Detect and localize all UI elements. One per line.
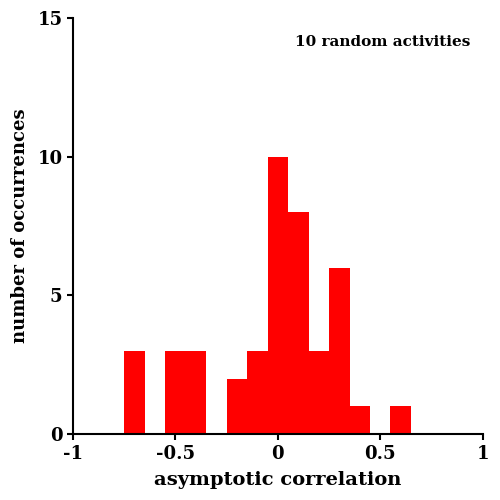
Bar xyxy=(165,351,186,434)
Bar xyxy=(247,351,268,434)
Bar xyxy=(124,351,144,434)
Bar xyxy=(329,268,349,434)
Bar xyxy=(288,212,308,434)
Y-axis label: number of occurrences: number of occurrences xyxy=(11,109,29,344)
Bar xyxy=(390,406,411,434)
Bar xyxy=(226,378,247,434)
Bar xyxy=(308,351,329,434)
Text: 10 random activities: 10 random activities xyxy=(295,35,470,49)
X-axis label: asymptotic correlation: asymptotic correlation xyxy=(154,471,402,489)
Bar xyxy=(350,406,370,434)
Bar xyxy=(186,351,206,434)
Bar xyxy=(268,157,288,434)
